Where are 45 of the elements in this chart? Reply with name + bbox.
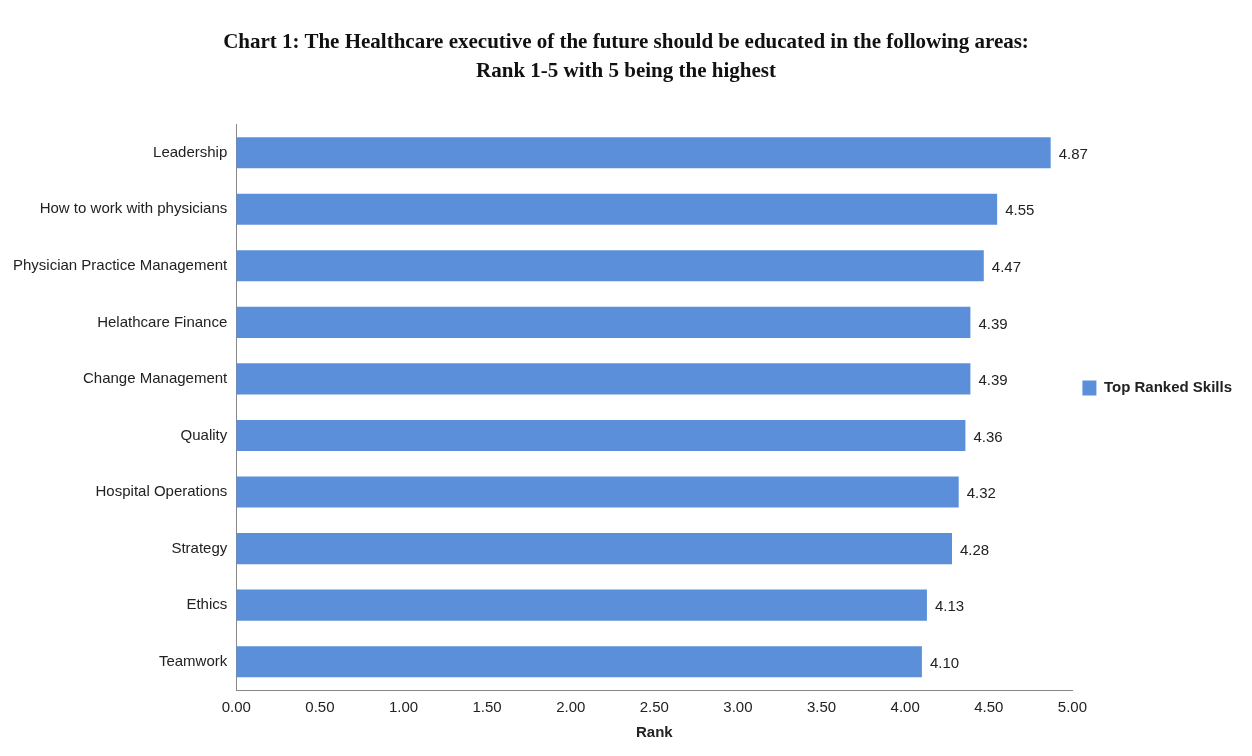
bar [236, 137, 1051, 169]
y-tick-label: Leadership [153, 142, 228, 160]
y-tick-label: Hospital Operations [95, 482, 228, 500]
x-tick-label: 3.00 [723, 698, 753, 716]
bar [236, 419, 966, 452]
bar [236, 646, 922, 678]
data-label: 4.13 [934, 597, 965, 615]
data-label: 4.39 [978, 371, 1008, 389]
x-tick-label: 0.00 [221, 698, 251, 716]
y-tick-label: Change Management [83, 369, 229, 387]
chart-subtitle: Rank 1-5 with 5 being the highest [476, 58, 776, 83]
x-tick-label: 0.50 [305, 698, 335, 716]
y-tick-label: Ethics [186, 595, 228, 613]
chart-title: Chart 1: The Healthcare executive of the future should be educated in the following areas: [223, 29, 1029, 54]
x-tick-label: 1.00 [388, 698, 419, 716]
legend-label: Top Ranked Skills [1103, 378, 1233, 396]
x-tick-label: 2.50 [639, 698, 669, 716]
y-tick-label: Teamwork [158, 651, 228, 669]
bar [236, 476, 959, 508]
bar [236, 363, 971, 395]
bar [236, 306, 971, 338]
data-label: 4.47 [991, 257, 1021, 275]
x-tick-label: 2.00 [556, 698, 586, 716]
x-axis-title: Rank [636, 723, 674, 741]
x-tick-label: 5.00 [1057, 698, 1088, 716]
data-label: 4.10 [929, 653, 960, 671]
data-label: 4.32 [966, 484, 996, 502]
x-tick-label: 4.50 [974, 698, 1004, 716]
bar [236, 589, 927, 621]
data-label: 4.87 [1058, 144, 1088, 162]
y-tick-label: Quality [180, 425, 228, 443]
y-tick-label: Helathcare Finance [97, 312, 228, 330]
data-label: 4.28 [960, 540, 990, 558]
x-tick-label: 3.50 [806, 698, 837, 716]
data-label: 4.55 [1005, 201, 1035, 219]
data-label: 4.36 [973, 427, 1003, 445]
x-tick-label: 1.50 [472, 698, 502, 716]
x-tick-label: 4.00 [890, 698, 920, 716]
bar [236, 193, 998, 225]
data-label: 4.39 [978, 314, 1008, 332]
y-tick-label: Strategy [171, 538, 228, 556]
bar [236, 250, 984, 282]
y-tick-label: How to work with physicians [39, 199, 228, 217]
bar [236, 533, 953, 565]
y-tick-label: Physician Practice Management [12, 255, 229, 273]
